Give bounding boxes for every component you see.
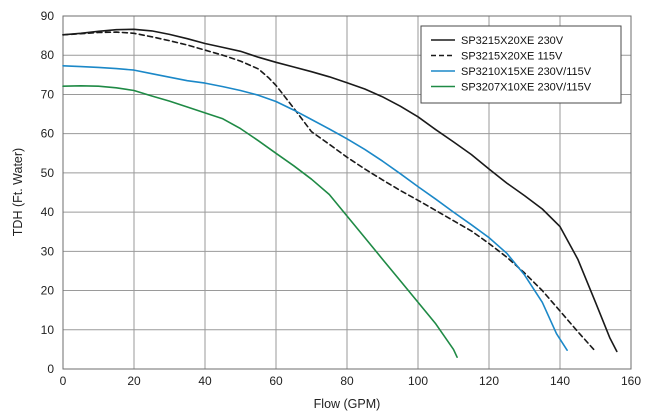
x-axis-label: Flow (GPM) xyxy=(314,397,381,411)
y-tick-label: 0 xyxy=(47,362,54,376)
x-tick-label: 100 xyxy=(408,374,428,388)
y-tick-label: 60 xyxy=(41,127,55,141)
x-tick-label: 140 xyxy=(550,374,570,388)
series-lines xyxy=(62,28,618,359)
legend-box xyxy=(420,25,622,104)
y-axis-label: TDH (Ft. Water) xyxy=(11,148,25,236)
x-tick-label: 60 xyxy=(269,374,283,388)
x-tick-label: 0 xyxy=(60,374,67,388)
x-tick-label: 40 xyxy=(198,374,212,388)
y-tick-label: 20 xyxy=(41,284,55,298)
legend: SP3215X20XE 230V SP3215X20XE 115V SP3210X1… xyxy=(420,25,622,104)
x-tick-label: 20 xyxy=(127,374,141,388)
legend-label-3: SP3210X15XE 230V/115V xyxy=(461,66,592,78)
legend-label-2: SP3215X20XE 115V xyxy=(461,51,563,63)
series-line-2 xyxy=(62,31,597,353)
series-line-1 xyxy=(62,28,618,353)
x-tick-label: 120 xyxy=(479,374,499,388)
y-tick-label: 90 xyxy=(41,9,55,23)
legend-label-1: SP3215X20XE 230V xyxy=(461,35,564,47)
series-line-3 xyxy=(62,65,568,352)
y-tick-label: 30 xyxy=(41,244,55,258)
series-line-4 xyxy=(62,85,458,359)
x-tick-label: 160 xyxy=(621,374,641,388)
y-tick-label: 80 xyxy=(41,48,55,62)
y-tick-label: 40 xyxy=(41,205,55,219)
x-tick-label: 80 xyxy=(340,374,354,388)
tick-labels: 0 20 40 60 80 100 120 140 160 0 10 20 30 40 50 60 70 80 90 xyxy=(41,9,642,388)
y-tick-label: 50 xyxy=(41,166,55,180)
y-tick-label: 70 xyxy=(41,87,55,101)
plot-frame xyxy=(62,15,632,370)
legend-label-4: SP3207X10XE 230V/115V xyxy=(461,82,592,94)
y-tick-label: 10 xyxy=(41,323,55,337)
